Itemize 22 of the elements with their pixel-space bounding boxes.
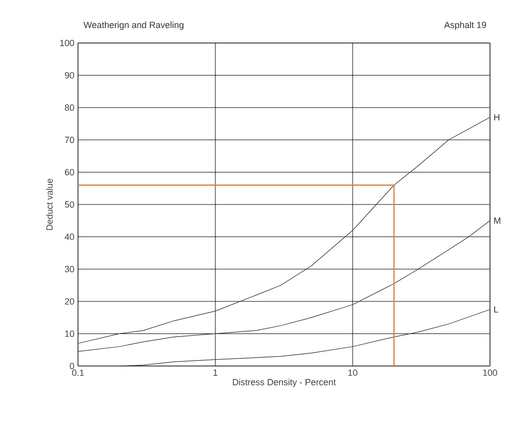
x-axis-title: Distress Density - Percent <box>232 378 336 388</box>
y-tick-label: 0 <box>70 362 74 370</box>
y-tick-label: 40 <box>64 234 74 240</box>
y-tick-label: 60 <box>64 169 74 176</box>
series-label: H <box>494 114 500 120</box>
chart-subtitle: Asphalt 19 <box>444 21 486 30</box>
y-tick-label: 100 <box>60 40 74 46</box>
y-axis-title: Deduct value <box>46 178 53 230</box>
series-label: L <box>494 306 498 313</box>
y-tick-label: 10 <box>65 330 74 337</box>
chart-title: Weatherign and Raveling <box>84 21 184 30</box>
y-tick-label: 70 <box>64 136 74 144</box>
y-tick-label: 90 <box>64 72 74 78</box>
x-tick-label: 1 <box>214 370 218 376</box>
x-tick-label: 10 <box>348 370 358 376</box>
x-tick-label: 0.1 <box>72 370 84 376</box>
y-tick-label: 50 <box>64 201 74 208</box>
y-tick-label: 80 <box>64 104 74 111</box>
series-label: M <box>494 218 500 224</box>
x-tick-label: 100 <box>483 370 498 376</box>
y-tick-label: 20 <box>64 298 74 305</box>
y-tick-label: 30 <box>64 266 74 272</box>
